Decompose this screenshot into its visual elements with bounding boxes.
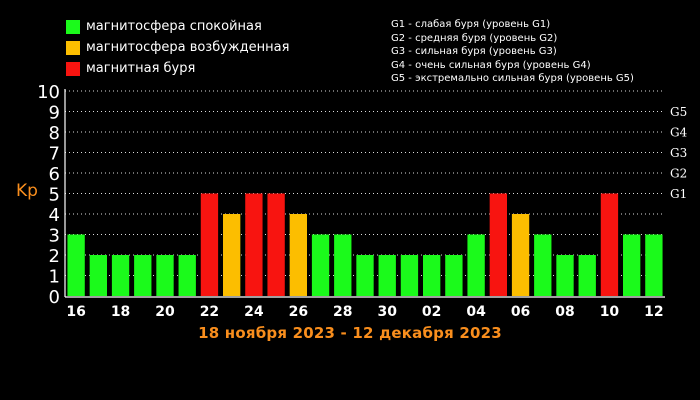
x-tick-label: 30	[377, 304, 397, 320]
kp-bar	[534, 234, 552, 296]
g-level-tick-label: G4	[670, 126, 688, 140]
kp-bar	[645, 234, 663, 296]
g-level-tick-label: G2	[670, 167, 687, 181]
y-tick-label: 1	[49, 267, 60, 288]
y-tick-label: 10	[37, 82, 60, 103]
storm-level-g2: G2 - средняя буря (уровень G2)	[391, 32, 558, 44]
legend-swatch-quiet	[66, 19, 80, 34]
storm-level-g3: G3 - сильная буря (уровень G3)	[391, 46, 557, 58]
date-range-title: 18 ноября 2023 - 12 декабря 2023	[198, 324, 502, 342]
kp-bar	[89, 255, 107, 296]
x-tick-label: 12	[644, 304, 663, 320]
y-tick-label: 2	[49, 246, 60, 267]
x-tick-label: 22	[200, 304, 219, 320]
y-tick-label: 4	[49, 205, 60, 226]
kp-bar	[67, 234, 85, 296]
storm-level-g4: G4 - очень сильная буря (уровень G4)	[391, 59, 591, 71]
x-tick-label: 04	[466, 304, 486, 320]
y-tick-label: 3	[49, 226, 60, 247]
kp-bar	[400, 255, 419, 296]
kp-bar	[489, 193, 507, 296]
kp-bar	[156, 255, 174, 296]
kp-bar	[200, 193, 219, 296]
kp-bar	[311, 234, 330, 296]
storm-level-legend: G1 - слабая буря (уровень G1) G2 - средн…	[391, 18, 634, 86]
kp-bar	[334, 234, 352, 296]
legend-label-quiet: магнитосфера спокойная	[86, 18, 262, 34]
legend-label-active: магнитосфера возбужденная	[86, 39, 290, 55]
legend-swatch-storm	[66, 61, 80, 76]
legend-label-storm: магнитная буря	[86, 60, 196, 76]
x-tick-label: 26	[289, 304, 308, 320]
y-tick-label: 0	[49, 287, 60, 308]
storm-level-g5: G5 - экстремально сильная буря (уровень …	[391, 73, 634, 85]
x-tick-label: 18	[111, 304, 130, 320]
kp-bar	[134, 255, 152, 296]
kp-bar	[289, 214, 307, 296]
g-level-tick-label: G1	[670, 187, 687, 201]
g-level-tick-label: G3	[670, 146, 687, 160]
kp-bar	[578, 255, 596, 296]
x-tick-label: 10	[600, 304, 620, 320]
kp-bar	[378, 255, 396, 296]
g-level-tick-label: G5	[670, 105, 687, 119]
kp-bar	[623, 234, 641, 296]
legend-item-storm: магнитная буря	[66, 58, 289, 79]
kp-bar	[267, 193, 285, 296]
y-axis-title: Kp	[16, 181, 38, 201]
kp-bar	[467, 234, 485, 296]
kp-bar	[445, 255, 463, 296]
kp-bar	[223, 214, 241, 296]
x-tick-label: 02	[422, 304, 441, 320]
y-tick-label: 6	[49, 164, 60, 185]
kp-bar	[423, 255, 441, 296]
y-tick-label: 9	[49, 103, 60, 124]
kp-bar	[356, 255, 374, 296]
kp-bar	[245, 193, 263, 296]
y-tick-label: 7	[49, 144, 60, 165]
x-tick-label: 06	[511, 304, 530, 320]
legend: магнитосфера спокойная магнитосфера возб…	[66, 16, 289, 79]
x-tick-label: 24	[244, 304, 264, 320]
x-tick-label: 16	[66, 304, 85, 320]
kp-bar	[511, 214, 530, 296]
legend-swatch-active	[66, 40, 80, 55]
kp-bar	[600, 193, 619, 296]
x-tick-label: 20	[155, 304, 175, 320]
legend-item-quiet: магнитосфера спокойная	[66, 16, 289, 37]
kp-bar	[111, 255, 130, 296]
x-tick-label: 28	[333, 304, 352, 320]
y-tick-label: 8	[49, 123, 60, 144]
kp-bar	[178, 255, 196, 296]
kp-bar	[556, 255, 574, 296]
legend-item-active: магнитосфера возбужденная	[66, 37, 289, 58]
storm-level-g1: G1 - слабая буря (уровень G1)	[391, 19, 551, 30]
y-tick-label: 5	[49, 185, 60, 206]
x-tick-label: 08	[555, 304, 574, 320]
